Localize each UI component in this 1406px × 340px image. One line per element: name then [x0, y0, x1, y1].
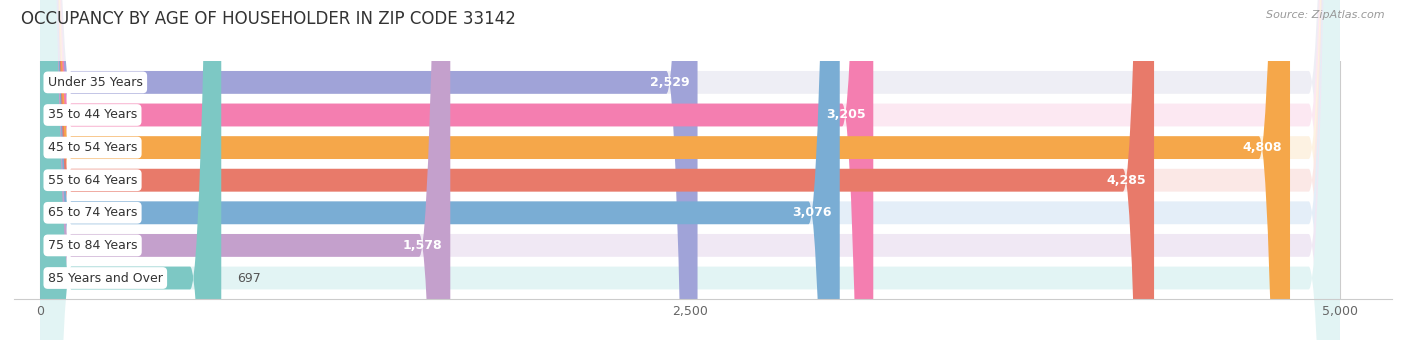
Text: 75 to 84 Years: 75 to 84 Years — [48, 239, 138, 252]
Text: 35 to 44 Years: 35 to 44 Years — [48, 108, 138, 121]
FancyBboxPatch shape — [39, 0, 839, 340]
FancyBboxPatch shape — [39, 0, 1154, 340]
FancyBboxPatch shape — [39, 0, 1340, 340]
Text: 65 to 74 Years: 65 to 74 Years — [48, 206, 138, 219]
Text: 697: 697 — [236, 272, 260, 285]
FancyBboxPatch shape — [39, 0, 221, 340]
Text: 4,285: 4,285 — [1107, 174, 1146, 187]
FancyBboxPatch shape — [39, 0, 1291, 340]
Text: Source: ZipAtlas.com: Source: ZipAtlas.com — [1267, 10, 1385, 20]
Text: 3,205: 3,205 — [825, 108, 866, 121]
FancyBboxPatch shape — [39, 0, 1340, 340]
Text: 45 to 54 Years: 45 to 54 Years — [48, 141, 138, 154]
FancyBboxPatch shape — [39, 0, 450, 340]
Text: 2,529: 2,529 — [650, 76, 690, 89]
Text: 4,808: 4,808 — [1243, 141, 1282, 154]
Text: 55 to 64 Years: 55 to 64 Years — [48, 174, 138, 187]
FancyBboxPatch shape — [39, 0, 1340, 340]
Text: 3,076: 3,076 — [793, 206, 832, 219]
Text: 1,578: 1,578 — [404, 239, 443, 252]
Text: OCCUPANCY BY AGE OF HOUSEHOLDER IN ZIP CODE 33142: OCCUPANCY BY AGE OF HOUSEHOLDER IN ZIP C… — [21, 10, 516, 28]
Text: Under 35 Years: Under 35 Years — [48, 76, 143, 89]
FancyBboxPatch shape — [39, 0, 1340, 340]
Text: 85 Years and Over: 85 Years and Over — [48, 272, 163, 285]
FancyBboxPatch shape — [39, 0, 1340, 340]
FancyBboxPatch shape — [39, 0, 873, 340]
FancyBboxPatch shape — [39, 0, 697, 340]
FancyBboxPatch shape — [39, 0, 1340, 340]
FancyBboxPatch shape — [39, 0, 1340, 340]
